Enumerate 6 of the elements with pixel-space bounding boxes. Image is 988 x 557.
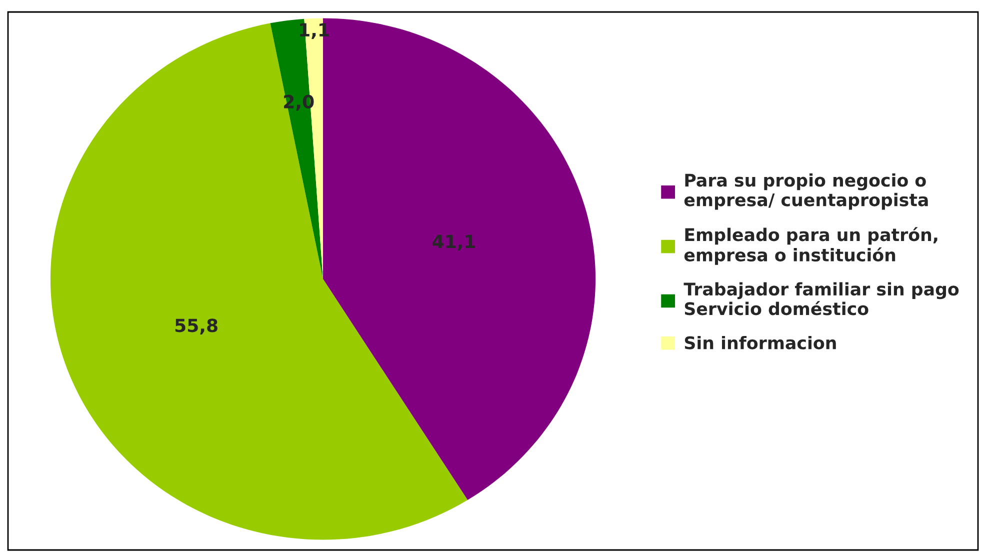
legend-label: Trabajador familiar sin pago Servicio doméstico bbox=[684, 282, 959, 316]
legend-label: Para su propio negocio o empresa/ cuentapropista bbox=[684, 173, 928, 210]
legend-label: Empleado para un patrón, empresa o institución bbox=[684, 227, 938, 265]
data-label: 41,1 bbox=[432, 234, 476, 251]
legend-label: Sin informacion bbox=[684, 336, 836, 350]
data-label: 55,8 bbox=[175, 318, 218, 335]
